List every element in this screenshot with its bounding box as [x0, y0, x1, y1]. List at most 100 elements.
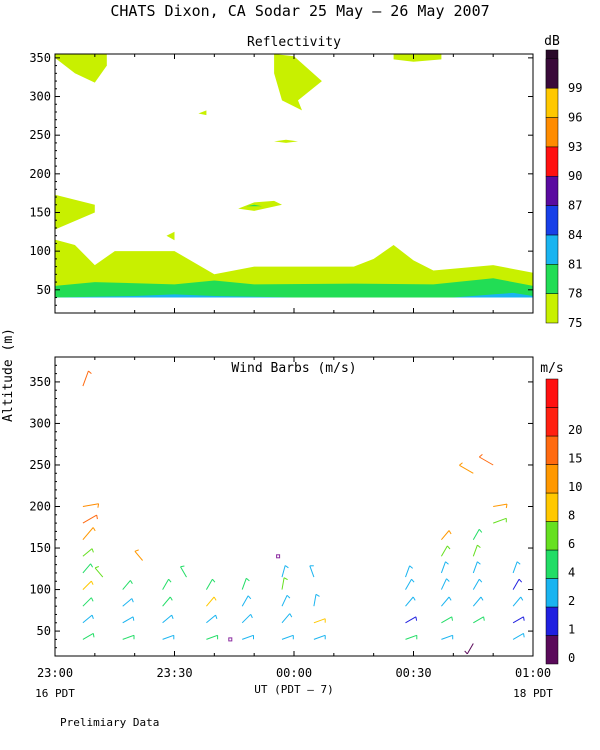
wind-barb-35 — [313, 594, 317, 607]
contour-78-1 — [246, 204, 263, 207]
wind-barb-feather-29 — [284, 565, 289, 569]
wind-barb-32 — [281, 613, 291, 624]
x-tick-label-3: 00:30 — [395, 666, 431, 680]
y-tick-label-150: 150 — [29, 205, 51, 219]
colorbar-label-93: 93 — [568, 140, 582, 154]
wind-barb-18 — [162, 614, 173, 624]
wind-barb-feather-54 — [478, 578, 483, 583]
wind-barb-40 — [405, 596, 414, 607]
wind-barb-feather-63 — [520, 596, 524, 601]
wind-barb-14 — [122, 634, 135, 640]
wind-barb-feather-11 — [129, 580, 133, 585]
wind-barb-31 — [281, 595, 288, 607]
wind-barb-feather-6 — [90, 580, 94, 585]
wind-colorbar-label-1: 1 — [568, 623, 575, 637]
wind-barb-feather-31 — [286, 594, 291, 599]
colorbar-label-87: 87 — [568, 199, 582, 213]
wind-colorbar-segment-7 — [545, 435, 559, 465]
wind-barb-feather-3 — [92, 527, 96, 532]
wind-barb-feather-13 — [132, 616, 135, 621]
y-tick-label-200: 200 — [29, 167, 51, 181]
x-tick-label-4: 01:00 — [515, 666, 551, 680]
x-right-sub-label: 18 PDT — [513, 687, 553, 700]
wind-barb-24 — [206, 634, 218, 640]
y-tick-label-300: 300 — [29, 416, 51, 430]
wind-barb-feather-43 — [448, 530, 452, 535]
colorbar-segment-93 — [545, 117, 559, 148]
wind-barb-38 — [405, 565, 411, 578]
wind-barb-feather-35 — [315, 593, 320, 597]
colorbar-segment-96 — [545, 87, 559, 118]
wind-barb-feather-27 — [250, 614, 253, 619]
contour-75-8 — [166, 231, 175, 241]
wind-barb-63 — [512, 596, 522, 607]
wind-barb-58 — [479, 456, 494, 466]
wind-barb-25 — [241, 578, 247, 590]
wind-barb-feather-17 — [169, 596, 173, 601]
wind-barb-60 — [493, 517, 507, 524]
y-tick-label-350: 350 — [29, 51, 51, 65]
wind-barb-52 — [472, 544, 478, 557]
wind-barb-feather-59 — [505, 504, 508, 509]
wind-barb-43 — [441, 530, 450, 541]
y-tick-label-50: 50 — [37, 624, 51, 638]
wind-barb-50 — [459, 464, 474, 474]
wind-barbs-axes: 50 100 150 200 250 300 350 — [29, 356, 534, 657]
wind-colorbar-segment-5 — [545, 492, 559, 522]
colorbar-label-99: 99 — [568, 81, 582, 95]
wind-colorbar-segment-0 — [545, 635, 559, 665]
wind-barb-44 — [440, 545, 448, 557]
wind-barb-27 — [241, 613, 252, 624]
wind-barb-19 — [162, 634, 174, 640]
contour-75-1 — [55, 194, 95, 230]
wind-barb-feather-50 — [459, 462, 463, 466]
wind-barb-feather-56 — [483, 616, 485, 621]
contour-75-5 — [238, 200, 282, 211]
contour-75-4 — [393, 54, 442, 62]
reflectivity-contours — [55, 54, 533, 298]
wind-colorbar: 0 1 2 4 6 8 10 15 20 — [545, 378, 582, 665]
contour-75-0 — [55, 239, 533, 298]
wind-barb-feather-0 — [88, 370, 92, 374]
wind-barb-42 — [405, 634, 417, 640]
wind-barb-56 — [473, 616, 484, 624]
wind-barb-57 — [466, 643, 474, 655]
wind-barb-feather-32 — [289, 613, 293, 618]
wind-barb-30 — [281, 577, 285, 590]
wind-barb-62 — [512, 578, 520, 590]
wind-barb-feather-18 — [171, 614, 174, 619]
wind-barb-10 — [94, 567, 104, 578]
y-tick-label-50: 50 — [37, 283, 51, 297]
contour-75-6 — [274, 139, 298, 143]
y-tick-label-150: 150 — [29, 541, 51, 555]
wind-barb-feather-25 — [245, 577, 250, 582]
colorbar-label-81: 81 — [568, 257, 582, 271]
reflectivity-axes: 50 100 150 200 250 300 350 — [29, 51, 534, 314]
contour-81-0 — [55, 292, 533, 298]
x-axis-label: UT (PDT – 7) — [254, 683, 333, 696]
wind-barb-26 — [241, 595, 249, 607]
wind-barb-feather-41 — [415, 616, 418, 621]
calm-marker-0 — [276, 554, 281, 559]
wind-barb-2 — [82, 514, 97, 524]
wind-barb-feather-26 — [247, 595, 252, 600]
wind-barb-feather-46 — [446, 578, 450, 582]
colorbar-segment-84 — [545, 205, 559, 236]
wind-barb-36 — [313, 618, 326, 624]
wind-barb-51 — [472, 529, 480, 540]
wind-barb-15 — [134, 550, 143, 561]
wind-barb-59 — [493, 503, 508, 507]
y-tick-label-200: 200 — [29, 500, 51, 514]
wind-barb-45 — [440, 561, 446, 574]
wind-barb-7 — [82, 597, 92, 607]
wind-barb-feather-30 — [283, 577, 288, 581]
x-tick-label-1: 23:30 — [156, 666, 192, 680]
wind-barb-17 — [162, 596, 171, 607]
wind-barb-16 — [162, 578, 170, 590]
y-tick-label-300: 300 — [29, 90, 51, 104]
wind-barb-feather-4 — [91, 548, 94, 553]
wind-barb-22 — [206, 596, 215, 607]
contour-78-0 — [55, 278, 533, 298]
wind-barb-feather-55 — [480, 596, 484, 601]
y-tick-label-350: 350 — [29, 375, 51, 389]
